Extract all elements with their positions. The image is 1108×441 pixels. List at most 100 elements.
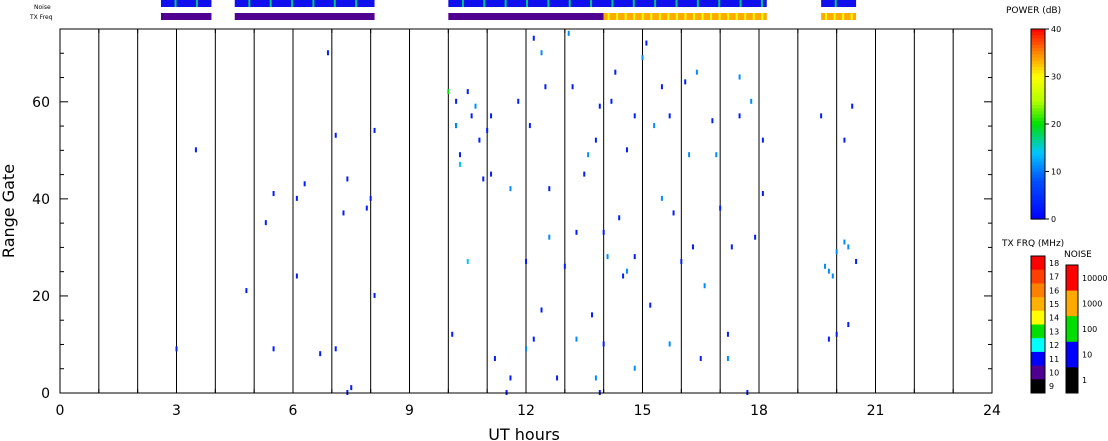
noise-strip-tick xyxy=(547,0,550,7)
data-point xyxy=(373,127,376,133)
power-colorbar-band xyxy=(1031,146,1045,150)
power-colorbar-band xyxy=(1031,215,1045,220)
noise-strip-tick xyxy=(526,0,528,7)
txfreq-strip-tick xyxy=(718,13,721,20)
txfreq-strip-tick xyxy=(692,13,695,20)
data-point xyxy=(633,113,636,119)
y-tick-label: 20 xyxy=(32,289,50,305)
power-colorbar-band xyxy=(1031,38,1045,43)
data-point xyxy=(532,336,535,342)
data-point xyxy=(715,152,718,158)
data-point xyxy=(470,113,473,119)
data-point xyxy=(847,322,850,328)
noise-strip-tick xyxy=(760,0,763,7)
data-point xyxy=(660,84,663,90)
freq-colorbar-band xyxy=(1031,256,1045,271)
power-colorbar-band xyxy=(1031,152,1045,157)
data-point xyxy=(369,195,372,201)
noise-colorbar-label: 100 xyxy=(1082,325,1097,334)
data-points xyxy=(175,30,858,395)
data-point xyxy=(831,273,834,279)
noise-colorbar-frame xyxy=(1065,264,1079,394)
freq-colorbar-band xyxy=(1031,324,1045,339)
data-point xyxy=(264,220,267,226)
power-colorbar-band xyxy=(1031,101,1045,106)
freq-colorbar-label: 14 xyxy=(1049,314,1059,323)
power-colorbar-band xyxy=(1031,86,1045,90)
noise-strip-tick xyxy=(590,0,593,7)
noise-strip-tick xyxy=(195,0,198,7)
noise-colorbar-band xyxy=(1066,290,1078,317)
power-colorbar-band xyxy=(1031,98,1045,103)
power-colorbar-band xyxy=(1031,32,1045,36)
power-colorbar-label: 10 xyxy=(1051,168,1061,177)
noise-colorbar-band xyxy=(1066,341,1078,368)
data-point xyxy=(575,336,578,342)
freq-colorbar-band xyxy=(1031,351,1045,367)
data-point xyxy=(458,152,461,158)
txfreq-strip-tick xyxy=(650,13,653,20)
data-point xyxy=(245,288,248,294)
data-point xyxy=(761,191,764,197)
power-colorbar-band xyxy=(1031,200,1045,204)
data-point xyxy=(567,30,570,36)
data-point xyxy=(726,331,729,337)
data-point xyxy=(194,147,197,153)
data-point xyxy=(272,346,275,352)
data-point xyxy=(625,268,628,274)
power-colorbar-band xyxy=(1031,130,1045,135)
hour-lines xyxy=(98,29,954,393)
power-colorbar-band xyxy=(1031,136,1045,141)
txfreq-strip-tick xyxy=(633,13,636,20)
data-point xyxy=(602,341,605,347)
txfreq-strip-tick xyxy=(825,13,828,20)
x-tick-label: 21 xyxy=(867,403,885,419)
data-point xyxy=(295,273,298,279)
data-point xyxy=(455,123,458,129)
freq-colorbar-band xyxy=(1031,310,1045,325)
power-colorbar-band xyxy=(1031,193,1045,198)
data-point xyxy=(680,258,683,264)
noise-colorbar-label: 1 xyxy=(1082,376,1087,385)
noise-colorbar-label: 1000 xyxy=(1082,299,1102,308)
data-point xyxy=(540,307,543,313)
freq-colorbar-label: 10 xyxy=(1049,368,1059,377)
freq-colorbar-title: TX FRQ (MHz) xyxy=(1001,239,1064,249)
freq-colorbar-label: 13 xyxy=(1049,327,1059,336)
data-point xyxy=(633,365,636,371)
txfreq-strip-tick xyxy=(658,13,661,20)
y-tick-label: 60 xyxy=(32,95,50,111)
data-point xyxy=(455,98,458,104)
noise-strip-segment xyxy=(821,0,857,7)
power-colorbar-band xyxy=(1031,95,1045,100)
freq-colorbar-label: 17 xyxy=(1049,273,1059,282)
power-colorbar-band xyxy=(1031,149,1045,154)
noise-strip-tick xyxy=(248,0,251,7)
freq-colorbar-band xyxy=(1031,297,1045,312)
y-axis-title: Range Gate xyxy=(0,164,18,258)
noise-colorbar-band xyxy=(1066,265,1078,292)
data-point xyxy=(719,205,722,211)
data-point xyxy=(575,229,578,235)
data-point xyxy=(591,312,594,318)
txfreq-strip-tick xyxy=(701,13,704,20)
x-tick-label: 0 xyxy=(56,403,65,419)
power-colorbar-band xyxy=(1031,89,1045,93)
power-colorbar-band xyxy=(1031,70,1045,74)
data-point xyxy=(649,302,652,308)
data-point xyxy=(754,234,757,240)
txfreq-strip-tick xyxy=(616,13,619,20)
data-point xyxy=(540,50,543,56)
txfreq-strip-tick xyxy=(607,13,610,20)
power-colorbar-band xyxy=(1031,63,1045,68)
data-point xyxy=(641,55,644,61)
data-point xyxy=(451,331,454,337)
freq-colorbar-label: 12 xyxy=(1049,341,1059,350)
noise-strip-tick xyxy=(269,0,272,7)
power-colorbar-band xyxy=(1031,108,1045,112)
data-point xyxy=(827,268,830,274)
x-tick-label: 3 xyxy=(172,403,181,419)
x-tick-label: 6 xyxy=(289,403,298,419)
data-point xyxy=(851,103,854,109)
